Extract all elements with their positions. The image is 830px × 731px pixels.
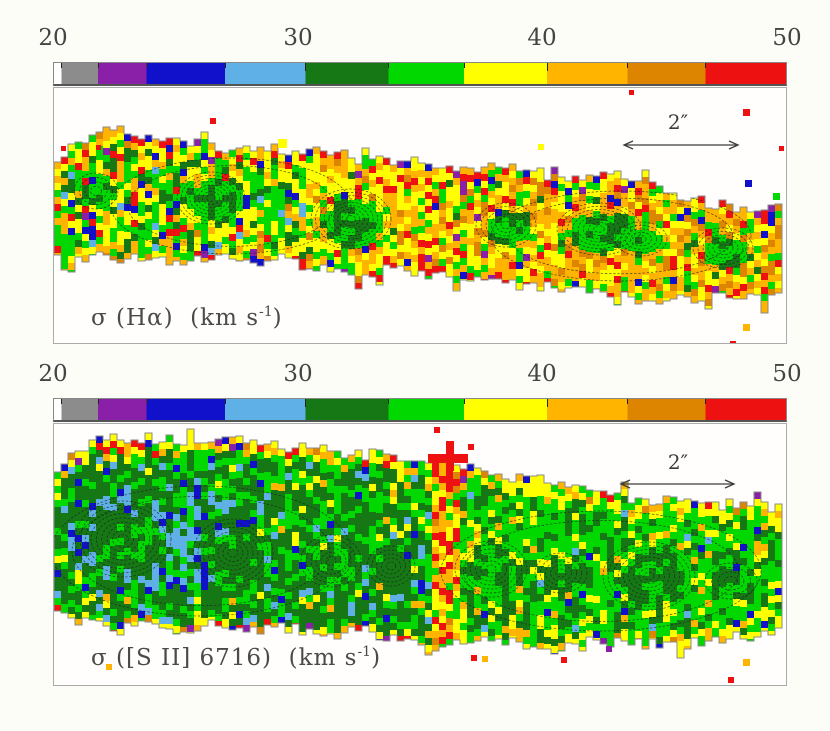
- panel-title-sup: -1: [357, 644, 372, 660]
- panel-title-close: ): [371, 645, 382, 671]
- panel-title-sup: -1: [259, 304, 273, 320]
- tick-label-20: 20: [38, 25, 68, 51]
- tick-label-30: 30: [283, 361, 313, 387]
- panel-title-sii: σ ([S II] 6716) (km s-1): [91, 644, 381, 671]
- panel-title-text: σ (Hα) (km s: [91, 305, 260, 331]
- scale-marker-label-halpha: 2″: [667, 110, 689, 134]
- panel-title-text: σ ([S II] 6716) (km s: [91, 645, 358, 671]
- tick-label-40: 40: [527, 361, 557, 387]
- colorbar-ticks-sii: 20 30 40 50: [0, 362, 830, 386]
- colorbar-halpha: [53, 62, 787, 86]
- panel-title-halpha: σ (Hα) (km s-1): [91, 304, 283, 331]
- map-panel-halpha: 2″ σ (Hα) (km s-1): [53, 87, 787, 344]
- colorbar-ticks-halpha: 20 30 40 50: [0, 26, 830, 50]
- tick-label-20: 20: [38, 361, 68, 387]
- map-panel-sii: 2″ σ ([S II] 6716) (km s-1): [53, 423, 787, 686]
- sii-map: [54, 427, 783, 683]
- tick-label-50: 50: [772, 25, 802, 51]
- halpha-map: [54, 90, 784, 343]
- colorbar-sii: [53, 398, 787, 422]
- panel-title-close: ): [272, 305, 283, 331]
- tick-label-40: 40: [527, 25, 557, 51]
- scale-marker-label-sii: 2″: [667, 450, 689, 474]
- tick-label-50: 50: [772, 361, 802, 387]
- tick-label-30: 30: [283, 25, 313, 51]
